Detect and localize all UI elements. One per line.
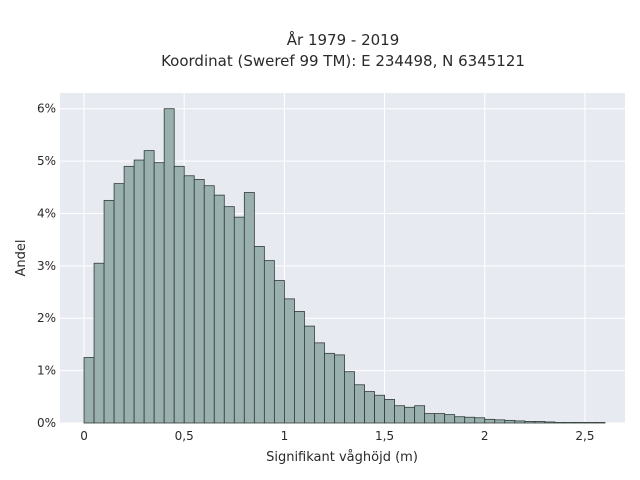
histogram-bar — [133, 159, 145, 424]
histogram-bar — [273, 280, 285, 424]
histogram-bar — [374, 394, 385, 424]
histogram-bar — [344, 371, 355, 424]
histogram-bar — [524, 421, 536, 424]
histogram-bars — [83, 108, 606, 424]
y-tick-label: 2% — [37, 311, 56, 325]
histogram-bar — [454, 416, 466, 424]
x-tick-label: 1,5 — [375, 429, 394, 443]
x-axis-label: Signifikant våghöjd (m) — [266, 450, 418, 465]
histogram-bar — [364, 391, 375, 424]
histogram-bar — [83, 357, 95, 424]
histogram-bar — [544, 421, 556, 424]
histogram-bar — [564, 422, 576, 424]
histogram-bar — [404, 406, 416, 424]
histogram-bar — [223, 206, 235, 424]
x-tick-label: 0,5 — [175, 429, 194, 443]
y-tick-label: 6% — [37, 102, 56, 116]
chart-title: År 1979 - 2019 — [287, 30, 400, 49]
histogram-bar — [233, 216, 245, 424]
y-tick-label: 1% — [37, 364, 56, 378]
histogram-bar — [464, 416, 476, 424]
histogram-bar — [143, 150, 155, 424]
histogram-bar — [334, 354, 345, 424]
histogram-bar — [474, 417, 486, 424]
histogram-bar — [414, 405, 426, 424]
y-tick-label: 5% — [37, 154, 56, 168]
x-tick-label: 0 — [80, 429, 88, 443]
histogram-bar — [93, 262, 105, 424]
histogram-bar — [103, 199, 115, 424]
histogram-bar — [444, 414, 456, 424]
histogram-bar — [324, 352, 335, 424]
x-tick-label: 1 — [281, 429, 289, 443]
histogram-bar — [283, 298, 295, 424]
histogram-bar — [213, 194, 225, 424]
y-tick-label: 3% — [37, 259, 56, 273]
x-tick-label: 2 — [481, 429, 489, 443]
histogram-bar — [384, 399, 395, 424]
histogram-bar — [424, 413, 436, 424]
histogram-bar — [494, 419, 506, 424]
histogram-bar — [504, 419, 516, 424]
histogram-bar — [484, 418, 496, 424]
histogram-bar — [253, 246, 265, 424]
y-tick-label: 4% — [37, 206, 56, 220]
histogram-bar — [534, 421, 546, 424]
histogram-bar — [574, 422, 586, 424]
chart-subtitle: Koordinat (Sweref 99 TM): E 234498, N 63… — [161, 52, 525, 70]
histogram-bar — [203, 185, 215, 424]
histogram-bar — [263, 260, 275, 424]
histogram-bar — [113, 183, 125, 424]
histogram-bar — [173, 165, 185, 424]
histogram-bar — [434, 413, 446, 424]
y-tick-label: 0% — [37, 416, 56, 430]
histogram-bar — [514, 420, 526, 424]
x-axis-ticks: 0 0,5 1 1,5 2 2,5 — [80, 429, 594, 443]
histogram-bar — [554, 422, 566, 424]
histogram-bar — [584, 422, 596, 424]
histogram-bar — [594, 422, 606, 424]
histogram-bar — [394, 405, 406, 424]
histogram-bar — [183, 175, 195, 424]
histogram-bar — [153, 162, 165, 424]
x-tick-label: 2,5 — [575, 429, 594, 443]
y-axis-ticks: 0% 1% 2% 3% 4% 5% 6% — [37, 102, 56, 430]
y-axis-label: Andel — [14, 240, 29, 277]
histogram-bar — [163, 108, 175, 424]
histogram-bar — [314, 342, 325, 424]
histogram-bar — [354, 384, 365, 424]
histogram-bar — [243, 192, 255, 424]
histogram-bar — [294, 311, 305, 424]
histogram-bar — [304, 325, 315, 424]
histogram-bar — [123, 165, 135, 424]
histogram-bar — [193, 179, 205, 424]
